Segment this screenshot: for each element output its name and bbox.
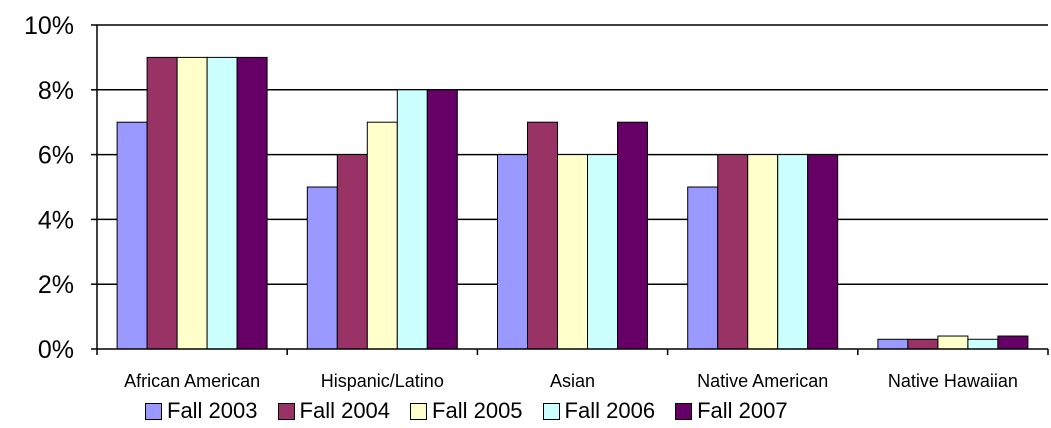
bar [146, 56, 178, 350]
y-tick-label: 8% [38, 77, 74, 105]
legend-item-fall-2005: Fall 2005 [410, 398, 523, 424]
bar [617, 121, 648, 350]
bar [877, 338, 909, 350]
x-tick-label: Native Hawaiian [888, 371, 1018, 391]
bar [176, 56, 208, 350]
bar [557, 154, 588, 350]
x-tick-label: Hispanic/Latino [321, 371, 444, 391]
legend-label: Fall 2006 [564, 398, 656, 423]
legend-label: Fall 2003 [167, 398, 258, 423]
bar [336, 154, 368, 350]
legend-swatch-fall-2004 [277, 402, 295, 420]
x-tick-label: Asian [550, 371, 595, 391]
legend-swatch-fall-2005 [410, 402, 428, 420]
x-tick-label: African American [124, 371, 260, 391]
bar [937, 335, 969, 350]
bar [206, 56, 238, 350]
bar [997, 335, 1029, 350]
bar [116, 121, 148, 350]
bar [967, 338, 999, 350]
x-tick-label: Native American [697, 371, 828, 391]
y-tick-label: 2% [38, 271, 74, 299]
bar [687, 186, 719, 350]
bar [717, 154, 749, 350]
legend-item-fall-2007: Fall 2007 [675, 398, 788, 424]
bar [907, 338, 939, 350]
y-tick-label: 0% [38, 336, 74, 364]
y-tick-label: 6% [38, 142, 74, 170]
bar [426, 89, 458, 350]
bar [497, 154, 528, 350]
legend-label: Fall 2007 [697, 398, 788, 423]
legend-label: Fall 2004 [299, 398, 391, 423]
bar [236, 56, 268, 350]
legend: Fall 2003 Fall 2004 Fall 2005 Fall 2006 … [145, 396, 808, 426]
y-tick-label: 4% [38, 206, 74, 234]
bar [366, 121, 398, 350]
bar [587, 154, 618, 350]
y-tick-label: 10% [24, 12, 74, 40]
bar [807, 154, 839, 350]
bar [527, 121, 558, 350]
legend-item-fall-2003: Fall 2003 [145, 398, 258, 424]
bar [396, 89, 428, 350]
legend-swatch-fall-2007 [675, 402, 693, 420]
bar [306, 186, 338, 350]
legend-item-fall-2004: Fall 2004 [277, 398, 391, 424]
bar [777, 154, 809, 350]
legend-swatch-fall-2006 [542, 402, 560, 420]
legend-item-fall-2006: Fall 2006 [542, 398, 656, 424]
legend-label: Fall 2005 [432, 398, 523, 423]
bar [747, 154, 779, 350]
legend-swatch-fall-2003 [145, 402, 162, 420]
